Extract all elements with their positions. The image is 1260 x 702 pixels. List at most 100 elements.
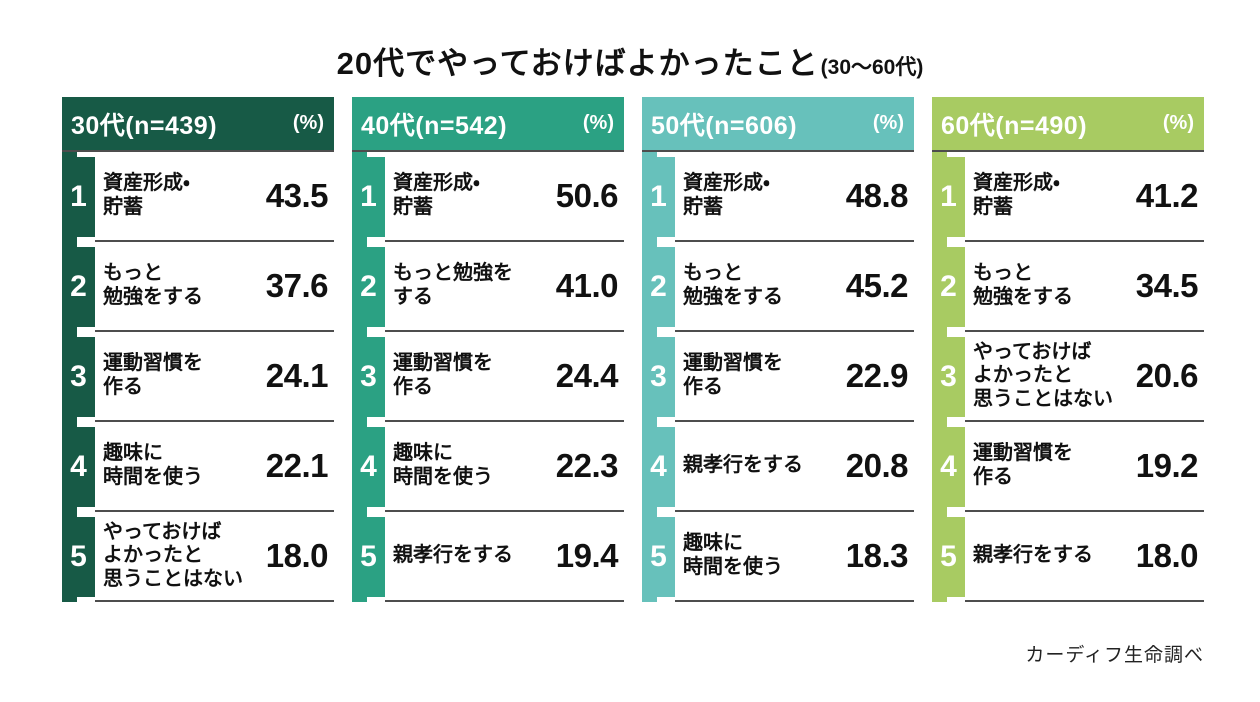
row-content: 資産形成・ 貯蓄 48.8 xyxy=(675,152,914,242)
ranking-row: 4 運動習慣を 作る 19.2 xyxy=(932,422,1204,512)
item-label: もっと 勉強をする xyxy=(973,262,1073,308)
column-title: 40代(n=542) xyxy=(361,111,508,140)
ranking-column: 60代(n=490) (%) 1 資産形成・ 貯蓄 41.2 2 もっと 勉強を… xyxy=(932,97,1204,602)
row-content: 親孝行をする 18.0 xyxy=(965,512,1204,602)
ranking-row: 5 親孝行をする 18.0 xyxy=(932,512,1204,602)
row-content: もっと勉強を する 41.0 xyxy=(385,242,624,332)
ranking-row: 1 資産形成・ 貯蓄 43.5 xyxy=(62,152,334,242)
item-value: 41.0 xyxy=(555,267,619,304)
rank-number: 5 xyxy=(352,517,385,597)
item-label: もっと勉強を する xyxy=(393,262,513,308)
row-content: もっと 勉強をする 34.5 xyxy=(965,242,1204,332)
item-label: 趣味に 時間を使う xyxy=(393,442,493,488)
page-title: 20代でやっておけばよかったこと(30〜60代) xyxy=(0,38,1260,83)
ranking-row: 1 資産形成・ 貯蓄 50.6 xyxy=(352,152,624,242)
item-value: 20.8 xyxy=(845,447,909,484)
column-title: 50代(n=606) xyxy=(651,111,798,140)
item-value: 45.2 xyxy=(845,267,909,304)
percent-unit-label: (%) xyxy=(1162,112,1194,134)
item-value: 22.9 xyxy=(845,357,909,394)
ranking-row: 5 親孝行をする 19.4 xyxy=(352,512,624,602)
ranking-row: 4 趣味に 時間を使う 22.1 xyxy=(62,422,334,512)
row-content: 資産形成・ 貯蓄 43.5 xyxy=(95,152,334,242)
rank-number: 2 xyxy=(352,247,385,327)
row-content: 親孝行をする 19.4 xyxy=(385,512,624,602)
item-label: もっと 勉強をする xyxy=(683,262,783,308)
item-label: 運動習慣を 作る xyxy=(973,442,1073,488)
ranking-columns: 30代(n=439) (%) 1 資産形成・ 貯蓄 43.5 2 もっと 勉強を… xyxy=(62,97,1204,602)
ranking-row: 4 趣味に 時間を使う 22.3 xyxy=(352,422,624,512)
item-value: 22.3 xyxy=(555,447,619,484)
ranking-row: 2 もっと 勉強をする 45.2 xyxy=(642,242,914,332)
item-label: 運動習慣を 作る xyxy=(393,352,493,398)
ranking-row: 5 やっておけば よかったと 思うことはない 18.0 xyxy=(62,512,334,602)
rank-number: 2 xyxy=(642,247,675,327)
percent-unit-label: (%) xyxy=(292,112,324,134)
item-label: もっと 勉強をする xyxy=(103,262,203,308)
ranking-row: 3 運動習慣を 作る 24.4 xyxy=(352,332,624,422)
row-content: 運動習慣を 作る 24.4 xyxy=(385,332,624,422)
rank-number: 3 xyxy=(62,337,95,417)
item-label: 趣味に 時間を使う xyxy=(683,532,783,578)
item-value: 18.0 xyxy=(265,537,329,574)
ranking-column: 50代(n=606) (%) 1 資産形成・ 貯蓄 48.8 2 もっと 勉強を… xyxy=(642,97,914,602)
rank-number: 5 xyxy=(932,517,965,597)
item-label: 資産形成・ 貯蓄 xyxy=(973,172,1060,218)
item-value: 18.3 xyxy=(845,537,909,574)
item-label: 運動習慣を 作る xyxy=(683,352,783,398)
rank-number: 5 xyxy=(62,517,95,597)
column-header: 40代(n=542) (%) xyxy=(352,97,624,152)
ranking-rows: 1 資産形成・ 貯蓄 43.5 2 もっと 勉強をする 37.6 3 運動習慣を… xyxy=(62,152,334,602)
ranking-row: 2 もっと 勉強をする 37.6 xyxy=(62,242,334,332)
rank-number: 1 xyxy=(642,157,675,237)
ranking-row: 1 資産形成・ 貯蓄 48.8 xyxy=(642,152,914,242)
percent-unit-label: (%) xyxy=(872,112,904,134)
rank-number: 2 xyxy=(62,247,95,327)
column-title: 60代(n=490) xyxy=(941,111,1088,140)
ranking-row: 2 もっと勉強を する 41.0 xyxy=(352,242,624,332)
item-value: 22.1 xyxy=(265,447,329,484)
column-header: 50代(n=606) (%) xyxy=(642,97,914,152)
ranking-row: 2 もっと 勉強をする 34.5 xyxy=(932,242,1204,332)
percent-unit-label: (%) xyxy=(582,112,614,134)
item-value: 48.8 xyxy=(845,177,909,214)
ranking-rows: 1 資産形成・ 貯蓄 50.6 2 もっと勉強を する 41.0 3 運動習慣を… xyxy=(352,152,624,602)
row-content: 親孝行をする 20.8 xyxy=(675,422,914,512)
row-content: 資産形成・ 貯蓄 50.6 xyxy=(385,152,624,242)
ranking-rows: 1 資産形成・ 貯蓄 41.2 2 もっと 勉強をする 34.5 3 やっておけ… xyxy=(932,152,1204,602)
column-header: 60代(n=490) (%) xyxy=(932,97,1204,152)
item-label: 親孝行をする xyxy=(393,544,513,567)
ranking-row: 4 親孝行をする 20.8 xyxy=(642,422,914,512)
item-value: 43.5 xyxy=(265,177,329,214)
rank-number: 3 xyxy=(642,337,675,417)
rank-number: 4 xyxy=(352,427,385,507)
item-value: 24.1 xyxy=(265,357,329,394)
item-label: 資産形成・ 貯蓄 xyxy=(683,172,770,218)
ranking-row: 3 運動習慣を 作る 24.1 xyxy=(62,332,334,422)
item-value: 50.6 xyxy=(555,177,619,214)
item-label: やっておけば よかったと 思うことはない xyxy=(973,340,1113,410)
rank-number: 5 xyxy=(642,517,675,597)
ranking-row: 3 やっておけば よかったと 思うことはない 20.6 xyxy=(932,332,1204,422)
row-content: 趣味に 時間を使う 22.3 xyxy=(385,422,624,512)
item-value: 24.4 xyxy=(555,357,619,394)
item-label: 資産形成・ 貯蓄 xyxy=(103,172,190,218)
item-value: 34.5 xyxy=(1135,267,1199,304)
ranking-row: 3 運動習慣を 作る 22.9 xyxy=(642,332,914,422)
item-label: やっておけば よかったと 思うことはない xyxy=(103,520,243,590)
source-credit: カーディフ生命調べ xyxy=(1025,645,1204,666)
item-value: 37.6 xyxy=(265,267,329,304)
ranking-column: 40代(n=542) (%) 1 資産形成・ 貯蓄 50.6 2 もっと勉強を … xyxy=(352,97,624,602)
rank-number: 4 xyxy=(62,427,95,507)
item-value: 41.2 xyxy=(1135,177,1199,214)
item-label: 運動習慣を 作る xyxy=(103,352,203,398)
item-value: 19.4 xyxy=(555,537,619,574)
rank-number: 4 xyxy=(642,427,675,507)
ranking-row: 1 資産形成・ 貯蓄 41.2 xyxy=(932,152,1204,242)
rank-number: 1 xyxy=(932,157,965,237)
item-label: 趣味に 時間を使う xyxy=(103,442,203,488)
column-title: 30代(n=439) xyxy=(71,111,218,140)
item-value: 19.2 xyxy=(1135,447,1199,484)
item-label: 資産形成・ 貯蓄 xyxy=(393,172,480,218)
